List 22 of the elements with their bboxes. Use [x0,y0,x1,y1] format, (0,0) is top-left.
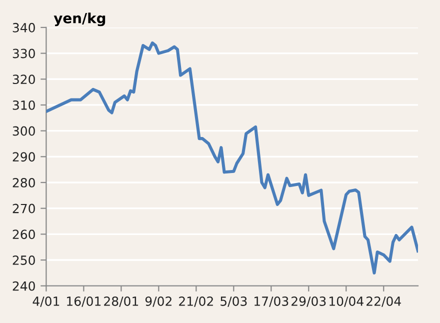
y-tick-label: 330 [12,48,35,58]
y-axis-title: yen/kg [54,12,106,26]
y-tick-label: 280 [12,178,35,188]
y-tick-label: 310 [12,100,35,110]
y-tick-label: 340 [12,22,35,32]
x-tick-label: 29/03 [292,296,326,307]
x-tick-label: 5/03 [220,296,247,307]
x-tick-label: 16/01 [67,296,101,307]
x-tick-label: 4/01 [32,296,60,307]
y-tick-label: 300 [12,126,35,136]
x-tick-label: 28/01 [104,296,138,307]
y-tick-label: 270 [12,204,35,214]
y-tick-label: 240 [12,281,35,291]
x-tick-label: 22/04 [366,296,401,307]
x-tick-label: 10/04 [330,296,364,307]
x-tick-label: 21/02 [179,296,213,307]
y-tick-label: 260 [12,230,35,240]
y-tick-label: 320 [12,74,35,84]
x-tick-label: 9/02 [145,296,172,307]
y-tick-label: 250 [12,255,35,265]
y-tick-label: 290 [12,152,35,162]
x-tick-label: 17/03 [254,296,288,307]
